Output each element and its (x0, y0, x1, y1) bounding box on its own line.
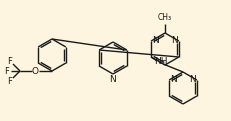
Text: N: N (170, 75, 177, 84)
Text: CH₃: CH₃ (158, 13, 172, 22)
Text: N: N (152, 36, 159, 45)
Text: N: N (189, 75, 196, 84)
Text: NH: NH (154, 57, 168, 67)
Text: F: F (8, 76, 12, 86)
Text: O: O (31, 67, 39, 76)
Text: N: N (171, 36, 178, 45)
Text: F: F (5, 67, 9, 76)
Text: F: F (8, 57, 12, 65)
Text: N: N (110, 76, 116, 84)
